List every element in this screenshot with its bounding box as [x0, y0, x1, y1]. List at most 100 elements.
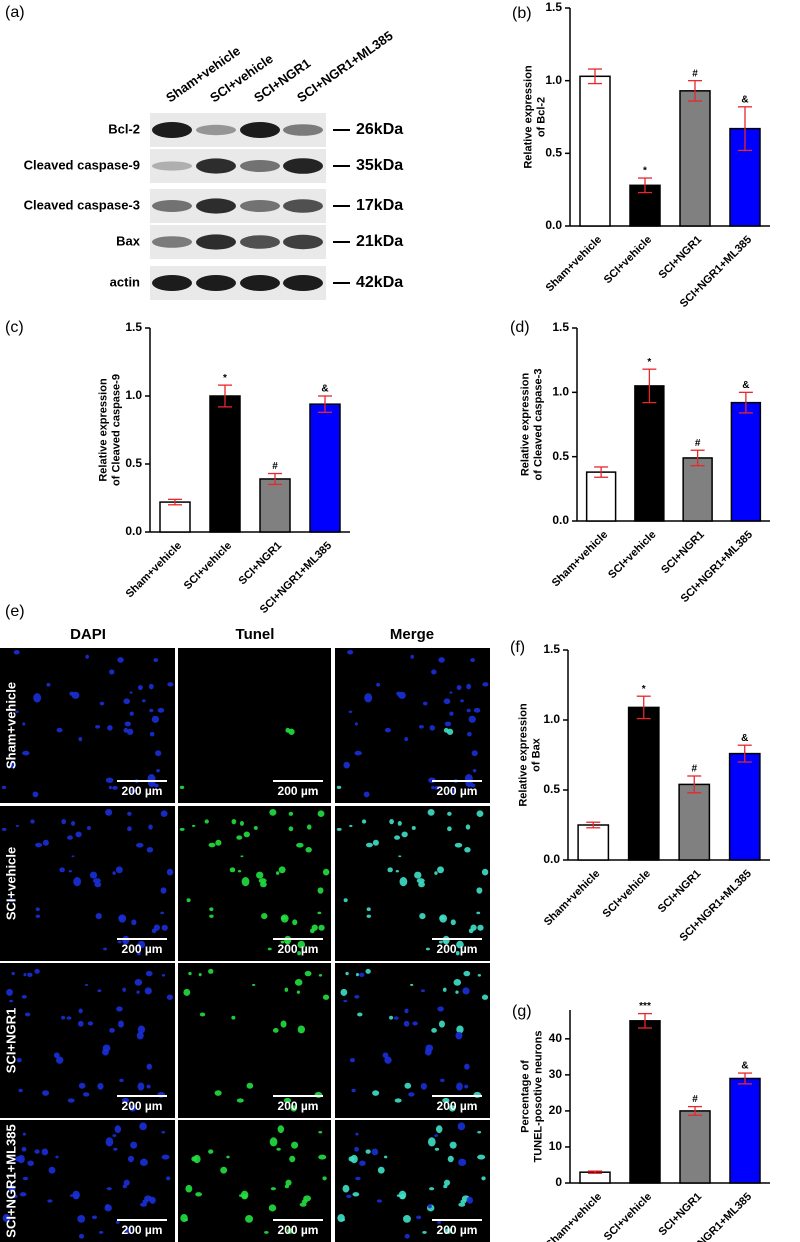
- blot-band: [240, 160, 280, 172]
- nucleus: [34, 1149, 40, 1154]
- nucleus: [73, 876, 82, 887]
- y-axis-label: Relative expression: [519, 373, 531, 477]
- nucleus: [287, 1228, 293, 1234]
- nucleus: [318, 974, 323, 977]
- nucleus: [322, 868, 330, 876]
- nucleus: [288, 811, 294, 816]
- scale-bar-label: 200 µm: [122, 1223, 163, 1237]
- error-bar: [642, 368, 657, 404]
- nucleus: [86, 826, 91, 830]
- significance-mark: &: [321, 384, 328, 395]
- y-tick-label: 40: [549, 1031, 563, 1045]
- x-tick-label: SCI+vehicle: [601, 868, 653, 920]
- scale-bar-label: 200 µm: [122, 784, 163, 798]
- nucleus: [450, 919, 456, 926]
- nucleus: [404, 1233, 410, 1239]
- blot-band: [196, 234, 236, 250]
- nucleus: [103, 947, 108, 951]
- nucleus: [215, 839, 222, 846]
- nucleus: [447, 811, 452, 816]
- size-label: 42kDa: [356, 274, 403, 291]
- nucleus: [435, 1125, 443, 1134]
- nucleus: [442, 1097, 450, 1104]
- scale-bar-label: 200 µm: [278, 784, 319, 798]
- nucleus: [91, 1215, 98, 1220]
- nucleus: [9, 999, 14, 1003]
- nucleus: [389, 1015, 394, 1020]
- nucleus: [137, 685, 143, 691]
- nucleus: [366, 914, 372, 918]
- nucleus: [411, 826, 416, 830]
- nucleus: [437, 1220, 442, 1224]
- nucleus: [252, 983, 256, 987]
- nucleus: [135, 842, 144, 848]
- nucleus: [146, 847, 154, 853]
- nucleus: [105, 777, 114, 783]
- nucleus: [220, 1166, 228, 1174]
- nucleus: [476, 887, 483, 894]
- nucleus: [343, 999, 348, 1003]
- nucleus: [137, 1082, 145, 1091]
- nucleus: [166, 1176, 171, 1181]
- nucleus: [377, 1166, 385, 1174]
- nucleus: [397, 821, 402, 826]
- nucleus: [188, 971, 192, 976]
- nucleus: [97, 989, 102, 993]
- nucleus: [366, 907, 371, 912]
- nucleus: [468, 715, 476, 723]
- nucleus: [458, 1202, 466, 1207]
- y-tick-label: 1.5: [125, 320, 142, 334]
- significance-mark: *: [642, 684, 646, 695]
- error-bar: [738, 391, 753, 414]
- nucleus: [347, 649, 354, 655]
- significance-mark: #: [272, 461, 278, 472]
- nucleus: [61, 818, 67, 825]
- bar: [634, 385, 665, 522]
- nucleus: [278, 866, 286, 874]
- nucleus: [117, 657, 124, 663]
- x-tick-label: SCI+NGR1: [237, 540, 285, 588]
- nucleus: [144, 987, 152, 995]
- nucleus: [69, 1194, 74, 1197]
- nucleus: [109, 1027, 115, 1033]
- error-bar: [268, 472, 282, 486]
- nucleus: [427, 1137, 436, 1147]
- nucleus: [422, 1231, 427, 1234]
- nucleus: [77, 1020, 84, 1027]
- nucleus: [460, 699, 464, 703]
- bar: [729, 1077, 761, 1184]
- nucleus: [1, 827, 7, 831]
- nucleus: [146, 1084, 151, 1089]
- nucleus: [1, 785, 7, 789]
- nucleus: [317, 810, 325, 817]
- nucleus: [149, 708, 154, 713]
- nucleus: [481, 868, 489, 876]
- nucleus: [21, 1146, 27, 1152]
- nucleus: [195, 1192, 202, 1197]
- nucleus: [77, 1214, 86, 1223]
- nucleus: [288, 728, 295, 735]
- nucleus: [208, 968, 214, 974]
- nucleus: [296, 990, 301, 994]
- nucleus: [22, 1132, 27, 1136]
- nucleus: [23, 973, 27, 977]
- nucleus: [401, 831, 408, 838]
- nucleus: [180, 1214, 188, 1223]
- nucleus: [454, 842, 463, 848]
- row-label: SCI+NGR1: [3, 1008, 18, 1073]
- panel-label: (b): [512, 5, 532, 22]
- nucleus: [365, 1149, 371, 1154]
- nucleus: [105, 1204, 110, 1209]
- nucleus: [208, 842, 216, 848]
- nucleus: [396, 691, 402, 696]
- significance-mark: ***: [639, 1001, 651, 1012]
- nucleus: [365, 842, 373, 848]
- nucleus: [431, 785, 435, 790]
- y-tick-label: 0.0: [543, 852, 560, 866]
- nucleus: [67, 835, 73, 840]
- nucleus: [56, 1056, 64, 1064]
- nucleus: [416, 878, 425, 884]
- protein-label: Cleaved caspase-9: [24, 157, 140, 172]
- nucleus: [161, 974, 166, 977]
- blot-band: [152, 122, 192, 138]
